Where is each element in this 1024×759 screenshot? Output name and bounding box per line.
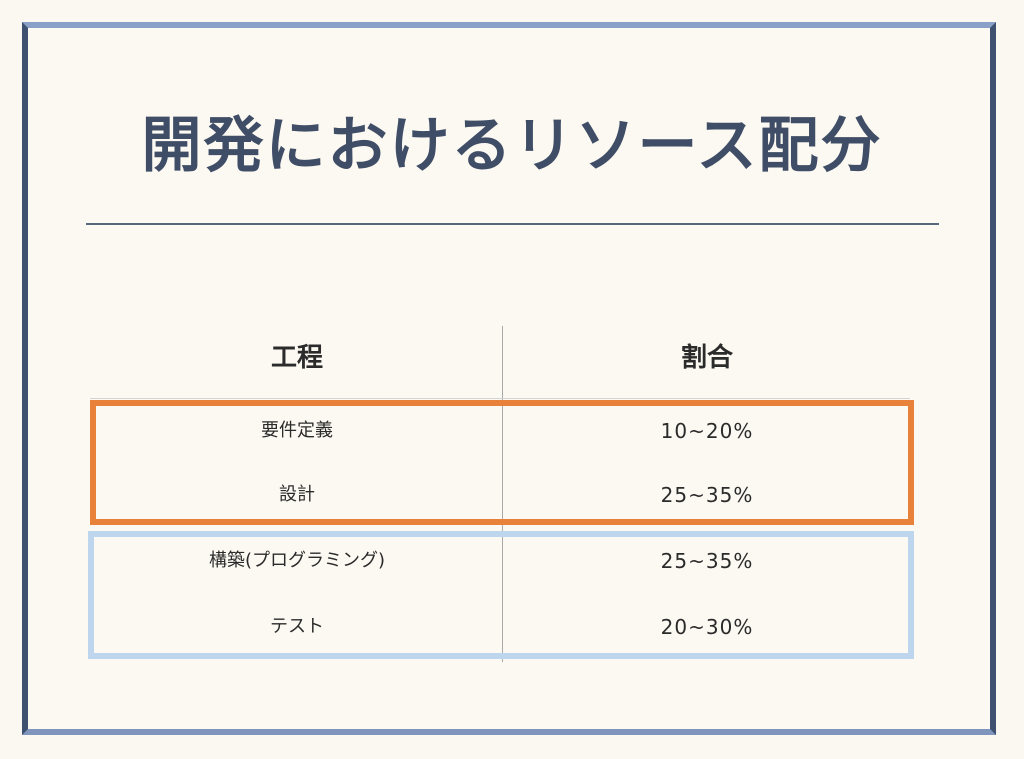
slide-title: 開発におけるリソース配分	[141, 111, 883, 181]
row-4-phase: テスト	[270, 616, 324, 637]
row-2-ratio: 25~35%	[660, 483, 754, 507]
title-divider	[86, 223, 939, 225]
header-phase: 工程	[270, 343, 323, 373]
highlight-box-orange	[90, 400, 914, 525]
row-3-ratio: 25~35%	[660, 549, 754, 573]
highlight-box-blue	[88, 531, 914, 659]
header-divider	[90, 398, 910, 399]
row-2-phase: 設計	[279, 484, 315, 505]
column-divider	[502, 326, 503, 662]
row-4-ratio: 20~30%	[660, 615, 754, 639]
header-ratio: 割合	[680, 343, 733, 373]
row-3-phase: 構築(プログラミング)	[208, 550, 386, 571]
row-1-phase: 要件定義	[261, 420, 333, 441]
slide-frame	[22, 22, 996, 735]
row-1-ratio: 10~20%	[660, 419, 754, 443]
